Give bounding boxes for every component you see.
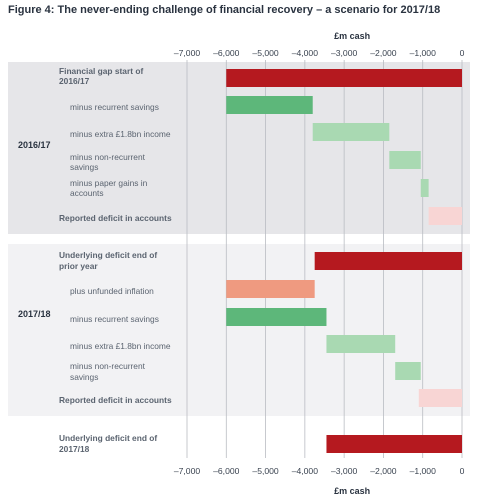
bar-reported-deficit-in-accounts: [428, 207, 462, 225]
group-label-2016-17: 2016/17: [18, 140, 51, 150]
row-label: Financial gap start of 2016/17: [59, 66, 143, 86]
unit-label-bottom: £m cash: [334, 486, 370, 496]
tick-label-top: –2,000: [370, 48, 397, 58]
row-label: Underlying deficit end of 2017/18: [59, 433, 157, 454]
tick-label-top: –7,000: [174, 48, 201, 58]
tick-label-bottom: –7,000: [174, 466, 201, 476]
tick-label-bottom: 0: [460, 466, 465, 476]
bar-financial-gap-start-of-2016-17: [226, 69, 462, 87]
bar-minus-extra-1-8bn-income: [326, 335, 396, 353]
unit-label-top: £m cash: [334, 31, 370, 41]
row-label: minus non-recurrent savings: [70, 152, 146, 172]
panel-2016-17: [8, 62, 470, 234]
bar-minus-extra-1-8bn-income: [312, 123, 390, 141]
row-label: minus recurrent savings: [70, 314, 159, 324]
bar-minus-paper-gains-in-accounts: [420, 179, 429, 197]
bar-minus-non-recurrent-savings: [389, 151, 421, 169]
tick-label-top: –6,000: [213, 48, 240, 58]
row-label: minus paper gains in accounts: [70, 178, 148, 198]
tick-label-bottom: –2,000: [370, 466, 397, 476]
tick-label-top: 0: [460, 48, 465, 58]
bar-minus-recurrent-savings: [226, 96, 313, 114]
panel-2017-18: [8, 244, 470, 416]
tick-label-bottom: –5,000: [252, 466, 279, 476]
tick-label-top: –3,000: [331, 48, 358, 58]
row-label: minus extra £1.8bn income: [70, 341, 171, 351]
row-label: minus extra £1.8bn income: [70, 129, 171, 139]
tick-label-bottom: –3,000: [331, 466, 358, 476]
figure-title: Figure 4: The never-ending challenge of …: [8, 4, 441, 16]
tick-label-bottom: –6,000: [213, 466, 240, 476]
row-label: Reported deficit in accounts: [59, 213, 172, 223]
row-label: Underlying deficit end of prior year: [59, 250, 157, 271]
bar-plus-unfunded-inflation: [226, 280, 315, 298]
group-label-2017-18: 2017/18: [18, 309, 51, 319]
bar-minus-non-recurrent-savings: [395, 362, 421, 380]
tick-label-bottom: –4,000: [292, 466, 319, 476]
bar-reported-deficit-in-accounts: [418, 389, 462, 407]
tick-label-top: –1,000: [410, 48, 437, 58]
row-label: minus non-recurrent savings: [70, 361, 146, 382]
bar-minus-recurrent-savings: [226, 308, 327, 326]
tick-label-top: –4,000: [292, 48, 319, 58]
row-label: minus recurrent savings: [70, 102, 159, 112]
bar-underlying-deficit-end-of-prior-year: [314, 252, 462, 270]
bar-underlying-deficit-end-of-2017-18: [326, 435, 462, 453]
tick-label-top: –5,000: [252, 48, 279, 58]
row-label: plus unfunded inflation: [70, 286, 154, 296]
row-label: Reported deficit in accounts: [59, 395, 172, 405]
tick-label-bottom: –1,000: [410, 466, 437, 476]
